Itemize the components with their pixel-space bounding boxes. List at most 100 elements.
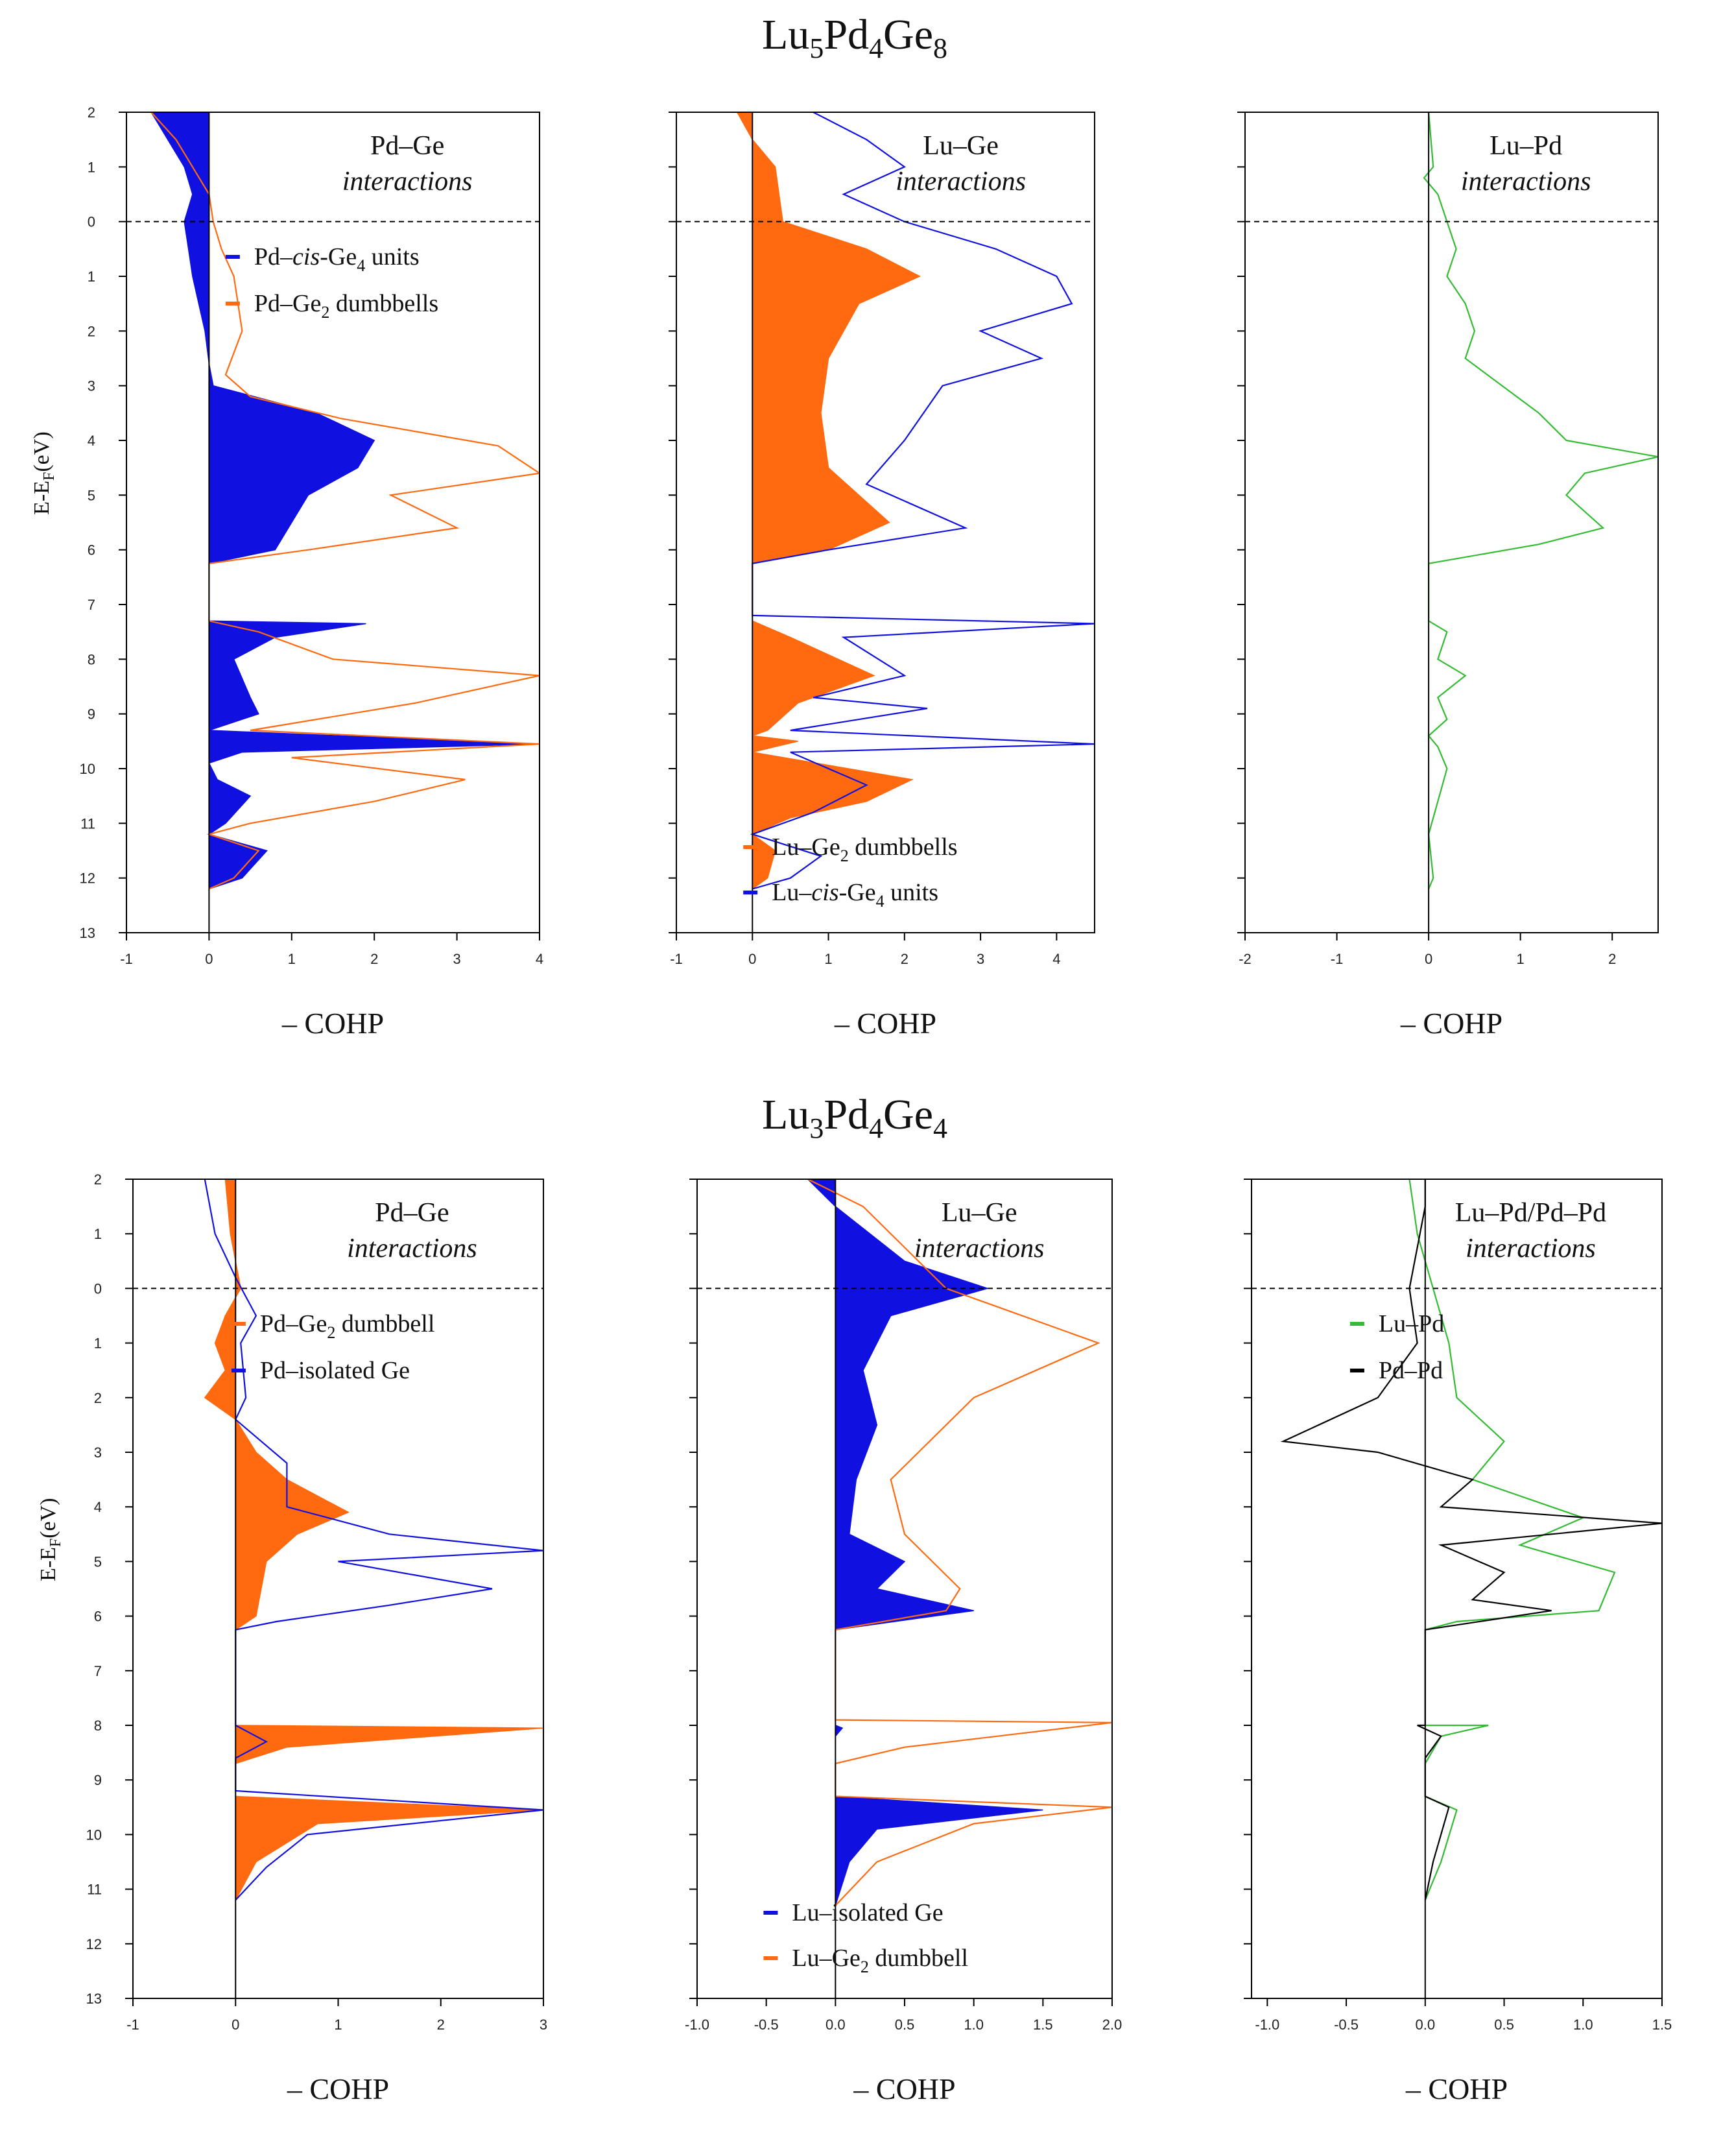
x-tick-label: 3 bbox=[977, 951, 984, 967]
title-top-part2: Pd bbox=[824, 11, 869, 58]
figure-title-bottom: Lu3Pd4Ge4 bbox=[762, 1091, 947, 1144]
y-tick-label: 10 bbox=[80, 761, 95, 777]
x-tick-label: 2 bbox=[437, 2017, 445, 2033]
panel-title: Pd–Ge bbox=[375, 1198, 449, 1228]
series-fill-1 bbox=[204, 1179, 543, 1900]
legend-label-sub: 4 bbox=[357, 256, 365, 275]
title-top-sub2: 4 bbox=[869, 32, 883, 64]
panel-title: Lu–Ge bbox=[942, 1198, 1017, 1228]
legend-label-rest: dumbbell bbox=[335, 1310, 434, 1337]
y-tick-label: 11 bbox=[87, 1882, 102, 1898]
chart-panel-3: -2 -1 0 1 2 – COHP Lu–Pd interactions bbox=[1237, 112, 1659, 1040]
plot-frame bbox=[676, 112, 1095, 933]
panel-subtitle: interactions bbox=[342, 167, 473, 197]
x-axis-label: – COHP bbox=[281, 1007, 384, 1040]
legend-label: Pd–Pd bbox=[1379, 1357, 1443, 1384]
legend-label-part: Lu– bbox=[772, 879, 812, 906]
title-bottom-sub2: 4 bbox=[869, 1112, 883, 1144]
x-tick-label: 0 bbox=[748, 951, 756, 967]
legend-label-italic: cis- bbox=[811, 879, 847, 906]
y-axis-label: E-EF(eV) bbox=[36, 1498, 64, 1581]
legend-label-rest: dumbbells bbox=[329, 290, 438, 317]
x-tick-label: 0 bbox=[232, 2017, 239, 2033]
plot-frame bbox=[1244, 112, 1659, 933]
y-tick-label: 0 bbox=[88, 214, 95, 230]
legend-label: Pd–cis-Ge4 units bbox=[254, 243, 420, 275]
y-tick-label: 3 bbox=[94, 1444, 102, 1461]
legend-label-part: Pd–Ge bbox=[254, 290, 321, 317]
y-tick-label: 2 bbox=[94, 1390, 102, 1406]
plot-frame bbox=[126, 112, 540, 933]
x-axis-label: – COHP bbox=[1400, 1007, 1502, 1040]
x-tick-label: 1.5 bbox=[1652, 2017, 1672, 2033]
title-bottom-sub3: 4 bbox=[933, 1112, 947, 1144]
x-tick-label: -1 bbox=[120, 951, 133, 967]
panel-subtitle: interactions bbox=[1461, 167, 1591, 197]
x-tick-label: 0.5 bbox=[1494, 2017, 1514, 2033]
series-fill-1 bbox=[807, 1179, 1043, 1906]
x-tick-label: 1 bbox=[334, 2017, 342, 2033]
plot-area bbox=[807, 1179, 1112, 1906]
plot-area bbox=[1423, 112, 1658, 889]
legend-label: Pd–isolated Ge bbox=[260, 1357, 410, 1384]
title-top-part1: Lu bbox=[762, 11, 809, 58]
y-tick-label: 8 bbox=[94, 1718, 102, 1734]
legend-label-rest: units bbox=[365, 243, 419, 270]
y-label-part: E-E bbox=[36, 1547, 60, 1581]
y-label-part: E-E bbox=[30, 481, 54, 515]
y-tick-label: 12 bbox=[86, 1936, 102, 1952]
legend-label: Lu–Ge2 dumbbell bbox=[792, 1945, 968, 1976]
plot-frame bbox=[132, 1179, 544, 1999]
x-axis-label: – COHP bbox=[853, 2072, 955, 2105]
x-tick-label: -1.0 bbox=[1255, 2017, 1279, 2033]
series-line-1 bbox=[1423, 112, 1658, 889]
x-tick-label: 1 bbox=[1517, 951, 1525, 967]
legend-label-part2: Ge bbox=[847, 879, 875, 906]
y-label-sub: F bbox=[41, 472, 58, 481]
x-tick-label: -2 bbox=[1239, 951, 1252, 967]
x-tick-label: 2 bbox=[1608, 951, 1616, 967]
x-tick-label: 2 bbox=[370, 951, 378, 967]
y-tick-label: 2 bbox=[88, 104, 95, 121]
title-bottom-part2: Pd bbox=[824, 1091, 869, 1138]
panel-title: Pd–Ge bbox=[370, 131, 444, 161]
y-tick-label: 1 bbox=[88, 269, 95, 285]
y-tick-label: 6 bbox=[94, 1609, 102, 1625]
y-tick-label: 4 bbox=[88, 433, 95, 449]
legend-label: Lu–isolated Ge bbox=[792, 1899, 943, 1926]
x-tick-label: 1.5 bbox=[1033, 2017, 1053, 2033]
x-tick-label: 0.0 bbox=[825, 2017, 846, 2033]
y-tick-label: 11 bbox=[80, 815, 95, 832]
y-tick-label: 7 bbox=[94, 1663, 102, 1679]
legend-label-rest: dumbbell bbox=[869, 1945, 968, 1972]
legend-label-sub: 2 bbox=[861, 1958, 869, 1976]
y-tick-label: 13 bbox=[86, 1991, 102, 2007]
legend-label-sub: 2 bbox=[327, 1323, 335, 1342]
legend-label: Pd–Ge2 dumbbell bbox=[260, 1310, 435, 1342]
x-axis-label: – COHP bbox=[1405, 2072, 1508, 2105]
title-top-sub1: 5 bbox=[809, 32, 824, 64]
x-tick-label: -1 bbox=[670, 951, 683, 967]
y-tick-label: 6 bbox=[88, 542, 95, 558]
panel-subtitle: interactions bbox=[914, 1234, 1045, 1264]
x-axis-label: – COHP bbox=[287, 2072, 389, 2105]
series-line-2 bbox=[204, 1179, 543, 1901]
y-tick-label: 9 bbox=[88, 706, 95, 723]
legend-label-sub: 4 bbox=[876, 892, 885, 911]
legend-label-part: Lu–Ge bbox=[772, 833, 840, 861]
y-tick-label: 3 bbox=[88, 378, 95, 394]
y-tick-label: 0 bbox=[94, 1280, 102, 1297]
title-bottom-part1: Lu bbox=[762, 1091, 809, 1138]
chart-panel-6: -1.0 -0.5 0.0 0.5 1.0 1.5 – COHP Lu–Pd/Pd–Pd int… bbox=[1244, 1179, 1672, 2105]
series-line-2 bbox=[1280, 1179, 1662, 1900]
x-tick-label: 1.0 bbox=[964, 2017, 984, 2033]
y-tick-label: 12 bbox=[80, 870, 95, 887]
x-tick-label: 2 bbox=[901, 951, 908, 967]
panel-subtitle: interactions bbox=[347, 1234, 477, 1264]
series-line-1 bbox=[1408, 1179, 1616, 1900]
y-tick-label: 1 bbox=[94, 1226, 102, 1242]
